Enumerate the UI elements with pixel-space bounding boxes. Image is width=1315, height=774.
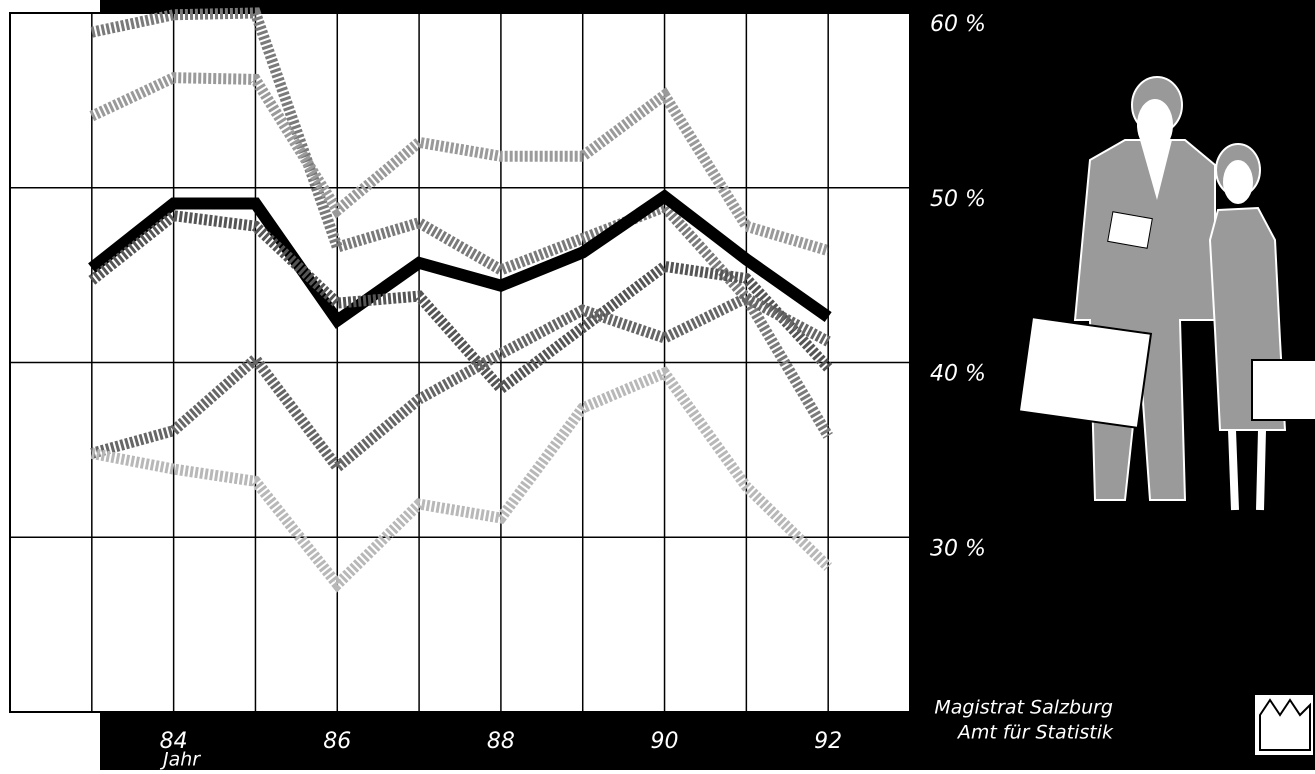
logo [1255, 695, 1313, 755]
annotation: Magistrat Salzburg [934, 697, 1113, 719]
annotation: Amt für Statistik [956, 722, 1114, 744]
x-tick-label: 88 [487, 729, 515, 754]
x-tick-label: 86 [323, 729, 351, 754]
top-band [100, 0, 910, 13]
y-tick-label: 50 % [930, 187, 986, 212]
series-line [89, 72, 830, 256]
x-tick-label: 84 [160, 729, 188, 754]
y-tick-label: 40 % [930, 362, 986, 387]
series-line [88, 209, 833, 397]
y-tick-label: 30 % [930, 536, 986, 561]
x-tick-label: 92 [814, 729, 842, 754]
series-line [88, 189, 832, 329]
series-line [90, 7, 833, 439]
illustration [1017, 76, 1315, 511]
logo-castle [1259, 698, 1311, 751]
x-axis-label: Jahr [159, 749, 201, 771]
series-line [90, 366, 833, 593]
bottom-band [100, 712, 910, 770]
y-tick-label: 60 % [930, 12, 986, 37]
series-line [90, 291, 831, 476]
x-tick-label: 90 [651, 729, 679, 754]
